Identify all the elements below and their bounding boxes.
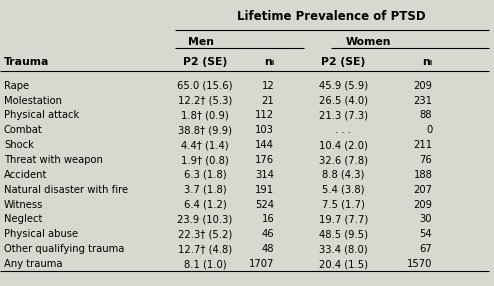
Text: 103: 103 xyxy=(255,125,274,135)
Text: 54: 54 xyxy=(419,229,432,239)
Text: 144: 144 xyxy=(255,140,274,150)
Text: 20.4 (1.5): 20.4 (1.5) xyxy=(319,259,368,269)
Text: 8.8 (4.3): 8.8 (4.3) xyxy=(322,170,365,180)
Text: 6.3 (1.8): 6.3 (1.8) xyxy=(184,170,226,180)
Text: 176: 176 xyxy=(255,155,274,165)
Text: 191: 191 xyxy=(255,185,274,195)
Text: Threat with weapon: Threat with weapon xyxy=(4,155,103,165)
Text: Molestation: Molestation xyxy=(4,96,62,106)
Text: Lifetime Prevalence of PTSD: Lifetime Prevalence of PTSD xyxy=(237,10,425,23)
Text: 231: 231 xyxy=(413,96,432,106)
Text: 1.9† (0.8): 1.9† (0.8) xyxy=(181,155,229,165)
Text: 32.6 (7.8): 32.6 (7.8) xyxy=(319,155,368,165)
Text: 207: 207 xyxy=(413,185,432,195)
Text: Any trauma: Any trauma xyxy=(4,259,62,269)
Text: 33.4 (8.0): 33.4 (8.0) xyxy=(319,244,368,254)
Text: 524: 524 xyxy=(255,200,274,210)
Text: 12: 12 xyxy=(261,81,274,91)
Text: 48: 48 xyxy=(262,244,274,254)
Text: nᵢ: nᵢ xyxy=(422,57,432,67)
Text: 67: 67 xyxy=(419,244,432,254)
Text: 112: 112 xyxy=(255,110,274,120)
Text: Women: Women xyxy=(346,37,391,47)
Text: Physical abuse: Physical abuse xyxy=(4,229,78,239)
Text: 8.1 (1.0): 8.1 (1.0) xyxy=(184,259,226,269)
Text: Rape: Rape xyxy=(4,81,29,91)
Text: 314: 314 xyxy=(255,170,274,180)
Text: 209: 209 xyxy=(413,81,432,91)
Text: 48.5 (9.5): 48.5 (9.5) xyxy=(319,229,368,239)
Text: . . .: . . . xyxy=(335,125,351,135)
Text: 76: 76 xyxy=(419,155,432,165)
Text: Shock: Shock xyxy=(4,140,34,150)
Text: 65.0 (15.6): 65.0 (15.6) xyxy=(177,81,233,91)
Text: Natural disaster with fire: Natural disaster with fire xyxy=(4,185,128,195)
Text: 22.3† (5.2): 22.3† (5.2) xyxy=(178,229,232,239)
Text: 0: 0 xyxy=(426,125,432,135)
Text: Trauma: Trauma xyxy=(4,57,49,67)
Text: Accident: Accident xyxy=(4,170,47,180)
Text: 3.7 (1.8): 3.7 (1.8) xyxy=(184,185,226,195)
Text: P2 (SE): P2 (SE) xyxy=(321,57,366,67)
Text: 21.3 (7.3): 21.3 (7.3) xyxy=(319,110,368,120)
Text: 209: 209 xyxy=(413,200,432,210)
Text: Neglect: Neglect xyxy=(4,214,42,225)
Text: 23.9 (10.3): 23.9 (10.3) xyxy=(177,214,233,225)
Text: Men: Men xyxy=(188,37,214,47)
Text: Witness: Witness xyxy=(4,200,43,210)
Text: 1.8† (0.9): 1.8† (0.9) xyxy=(181,110,229,120)
Text: Physical attack: Physical attack xyxy=(4,110,79,120)
Text: 12.7† (4.8): 12.7† (4.8) xyxy=(178,244,232,254)
Text: P2 (SE): P2 (SE) xyxy=(183,57,227,67)
Text: 16: 16 xyxy=(261,214,274,225)
Text: 1707: 1707 xyxy=(249,259,274,269)
Text: 19.7 (7.7): 19.7 (7.7) xyxy=(319,214,368,225)
Text: 1570: 1570 xyxy=(407,259,432,269)
Text: 45.9 (5.9): 45.9 (5.9) xyxy=(319,81,368,91)
Text: Combat: Combat xyxy=(4,125,42,135)
Text: 21: 21 xyxy=(261,96,274,106)
Text: 211: 211 xyxy=(413,140,432,150)
Text: 12.2† (5.3): 12.2† (5.3) xyxy=(178,96,232,106)
Text: Other qualifying trauma: Other qualifying trauma xyxy=(4,244,124,254)
Text: 6.4 (1.2): 6.4 (1.2) xyxy=(184,200,226,210)
Text: nᵢ: nᵢ xyxy=(264,57,274,67)
Text: 5.4 (3.8): 5.4 (3.8) xyxy=(322,185,365,195)
Text: 26.5 (4.0): 26.5 (4.0) xyxy=(319,96,368,106)
Text: 30: 30 xyxy=(420,214,432,225)
Text: 38.8† (9.9): 38.8† (9.9) xyxy=(178,125,232,135)
Text: 88: 88 xyxy=(420,110,432,120)
Text: 10.4 (2.0): 10.4 (2.0) xyxy=(319,140,368,150)
Text: 188: 188 xyxy=(413,170,432,180)
Text: 7.5 (1.7): 7.5 (1.7) xyxy=(322,200,365,210)
Text: 46: 46 xyxy=(261,229,274,239)
Text: 4.4† (1.4): 4.4† (1.4) xyxy=(181,140,229,150)
